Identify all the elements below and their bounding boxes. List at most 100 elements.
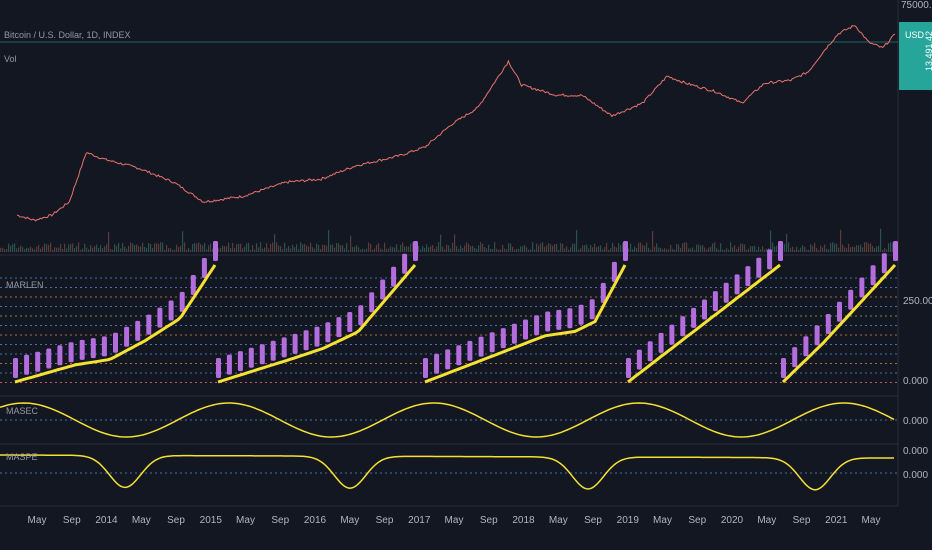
marlen-marker	[68, 342, 74, 363]
volume-bar	[452, 242, 454, 252]
x-tick-label: Sep	[376, 515, 394, 526]
volume-bar	[676, 243, 678, 252]
volume-bar	[818, 249, 820, 252]
volume-bar	[800, 247, 802, 252]
volume-bar	[196, 243, 198, 252]
volume-bar	[74, 247, 76, 252]
volume-bar	[550, 244, 552, 252]
volume-bar	[438, 242, 440, 252]
marlen-marker	[623, 241, 628, 261]
volume-bar	[592, 247, 594, 252]
volume-bar	[358, 247, 360, 252]
volume-bar	[532, 242, 534, 252]
volume-bar	[166, 244, 168, 252]
volume-bar	[296, 244, 298, 252]
volume-bar	[142, 242, 144, 252]
marlen-marker	[101, 336, 107, 357]
marlen-marker	[303, 330, 309, 351]
volume-bar	[674, 249, 676, 252]
volume-bar	[294, 247, 296, 252]
volume-bar	[812, 245, 814, 252]
marlen-marker	[216, 358, 221, 378]
volume-bar	[72, 243, 74, 252]
volume-bar	[334, 247, 336, 252]
marlen-marker	[734, 274, 740, 295]
volume-bar	[596, 247, 598, 252]
volume-bar	[536, 243, 538, 252]
volume-bar	[272, 242, 274, 252]
volume-bar	[568, 249, 570, 252]
volume-bar	[158, 243, 160, 252]
volume-bar	[222, 245, 224, 252]
volume-bar	[46, 244, 48, 252]
volume-bar	[556, 243, 558, 252]
masec-label: MASEC	[6, 406, 39, 416]
volume-bar	[622, 243, 624, 252]
volume-bar	[742, 243, 744, 252]
volume-bar	[656, 243, 658, 252]
volume-bar	[162, 242, 164, 252]
volume-bar	[234, 248, 236, 252]
marlen-marker	[325, 322, 331, 343]
marlen-marker	[600, 282, 606, 303]
marlen-marker	[445, 349, 451, 370]
volume-bar	[774, 246, 776, 252]
volume-bar	[500, 249, 502, 252]
marlen-marker	[314, 326, 320, 347]
volume-bar	[392, 247, 394, 252]
volume-bar	[506, 249, 508, 252]
volume-bar	[878, 245, 880, 252]
volume-bar	[794, 249, 796, 252]
volume-bar	[140, 246, 142, 252]
volume-bar	[702, 245, 704, 252]
volume-bar	[680, 248, 682, 252]
volume-bar	[784, 244, 786, 252]
symbol-title[interactable]: Bitcoin / U.S. Dollar, 1D, INDEX	[4, 30, 131, 40]
volume-bar	[432, 245, 434, 252]
volume-bar	[498, 249, 500, 252]
marlen-marker	[567, 308, 573, 329]
volume-bar	[84, 243, 86, 252]
x-tick-label: May	[132, 515, 151, 526]
marlen-marker	[611, 261, 617, 282]
time-axis[interactable]: May Sep 2014 May Sep 2015 May Sep 2016 May Sep 2017…	[28, 515, 881, 526]
x-tick-label: May	[28, 515, 47, 526]
x-tick-label: 2020	[721, 515, 744, 526]
volume-bar	[200, 244, 202, 252]
marlen-marker	[57, 345, 63, 366]
volume-bar	[398, 249, 400, 252]
marlen-marker	[556, 309, 562, 330]
marlen-marker	[848, 289, 854, 310]
marlen-tick-bottom: 0.000	[903, 376, 928, 387]
marlen-marker	[13, 358, 18, 378]
volume-bar	[758, 246, 760, 252]
volume-bar	[834, 243, 836, 252]
volume-bar	[516, 248, 518, 252]
volume-bar	[804, 246, 806, 252]
volume-bar	[582, 245, 584, 252]
volume-bar	[576, 230, 578, 252]
volume-bar	[2, 247, 4, 252]
volume-bar	[820, 245, 822, 252]
volume-bar	[538, 245, 540, 252]
volume-bar	[604, 247, 606, 252]
volume-bar	[202, 245, 204, 252]
marlen-marker	[756, 257, 762, 278]
volume-bar	[226, 246, 228, 252]
volume-bar	[10, 245, 12, 252]
volume-bar	[612, 242, 614, 252]
volume-bar	[400, 244, 402, 252]
volume-bar	[310, 242, 312, 252]
volume-bar	[566, 246, 568, 252]
volume-bar	[50, 242, 52, 252]
volume-bar	[116, 245, 118, 252]
volume-bar	[388, 248, 390, 252]
volume-bar	[642, 244, 644, 252]
volume-bar	[756, 249, 758, 252]
marlen-marker	[745, 266, 751, 287]
volume-bar	[480, 242, 482, 252]
volume-bar	[788, 242, 790, 252]
volume-bar	[248, 242, 250, 252]
volume-bar	[364, 249, 366, 252]
